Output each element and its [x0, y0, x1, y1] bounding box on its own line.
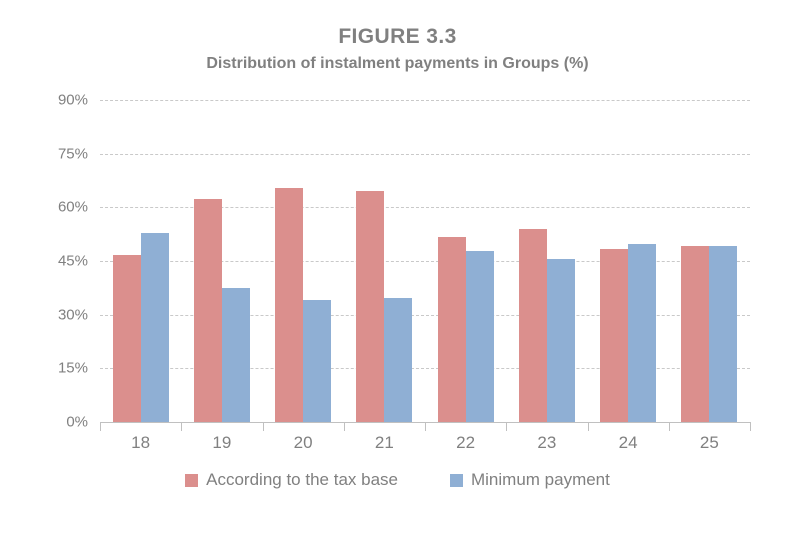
x-axis-tick — [587, 422, 589, 431]
bar-25-series-1 — [681, 245, 710, 422]
plot-area — [100, 100, 750, 422]
legend-item-1[interactable]: According to the tax base — [185, 470, 398, 490]
legend-label: Minimum payment — [470, 470, 610, 489]
y-axis-tick-label: 75% — [57, 145, 88, 163]
bar-19-series-2 — [221, 288, 250, 422]
x-axis-tick — [750, 422, 751, 431]
bar-group-25 — [669, 100, 750, 422]
y-axis-tick-label: 15% — [57, 359, 88, 377]
bar-group-21 — [344, 100, 425, 422]
x-axis-tick — [425, 422, 426, 431]
bar-group-19 — [181, 100, 262, 422]
bar-groups — [100, 100, 750, 422]
bar-21-series-2 — [384, 298, 413, 422]
x-axis-tick — [181, 422, 183, 431]
x-axis-tick — [262, 422, 264, 431]
gridline — [100, 153, 750, 155]
legend-swatch-icon — [449, 473, 463, 487]
gridline — [100, 314, 750, 316]
bar-23-series-2 — [546, 258, 575, 422]
bar-20-series-1 — [275, 187, 304, 422]
x-axis-tick-label: 18 — [131, 433, 151, 452]
x-axis-tick-label: 19 — [212, 433, 232, 452]
gridline — [100, 368, 750, 370]
bar-22-series-2 — [465, 250, 494, 422]
bar-18-series-2 — [140, 233, 169, 422]
gridline — [100, 100, 750, 101]
chart-legend: According to the tax base Minimum payment — [0, 470, 795, 490]
chart-header: FIGURE 3.3 Distribution of instalment pa… — [0, 24, 795, 75]
x-axis-tick-label: 24 — [618, 433, 638, 452]
x-axis-tick-label: 25 — [699, 433, 719, 452]
x-axis-labels: 18 19 20 21 22 23 24 25 — [100, 433, 750, 453]
gridline — [100, 207, 750, 209]
y-axis-tick-label: 90% — [57, 91, 88, 109]
y-axis-tick-label: 30% — [57, 306, 88, 324]
bar-group-23 — [506, 100, 587, 422]
bar-24-series-1 — [600, 248, 629, 422]
y-axis-line — [100, 422, 101, 431]
x-axis-tick — [668, 422, 670, 431]
y-axis-labels: 0% 15% 30% 45% 60% 75% 90% — [28, 92, 88, 431]
x-axis-tick-label: 23 — [537, 433, 557, 452]
y-axis-tick-label: 45% — [57, 252, 88, 270]
bar-25-series-2 — [709, 245, 738, 422]
gridline — [100, 261, 750, 262]
bar-group-20 — [263, 100, 344, 422]
y-axis-tick-label: 60% — [57, 198, 88, 216]
x-axis-tick-label: 22 — [456, 433, 476, 452]
bar-group-18 — [100, 100, 181, 422]
x-axis-tick-label: 21 — [374, 433, 394, 452]
bar-19-series-1 — [193, 199, 222, 422]
bar-24-series-2 — [628, 243, 657, 422]
x-axis-tick-label: 20 — [293, 433, 313, 452]
legend-swatch-icon — [185, 473, 199, 487]
chart-title: FIGURE 3.3 — [338, 25, 457, 48]
bar-18-series-1 — [112, 254, 141, 422]
legend-item-2[interactable]: Minimum payment — [449, 470, 610, 490]
y-axis-tick-label: 0% — [66, 413, 88, 431]
bar-group-24 — [588, 100, 669, 422]
chart-subtitle: Distribution of instalment payments in G… — [206, 55, 589, 72]
bar-22-series-1 — [437, 237, 466, 422]
bar-20-series-2 — [303, 300, 332, 422]
bar-group-22 — [425, 100, 506, 422]
x-axis-tick — [506, 422, 508, 431]
bar-23-series-1 — [518, 229, 547, 422]
x-axis-tick — [343, 422, 345, 431]
bar-21-series-1 — [356, 190, 385, 422]
legend-label: According to the tax base — [206, 470, 398, 489]
